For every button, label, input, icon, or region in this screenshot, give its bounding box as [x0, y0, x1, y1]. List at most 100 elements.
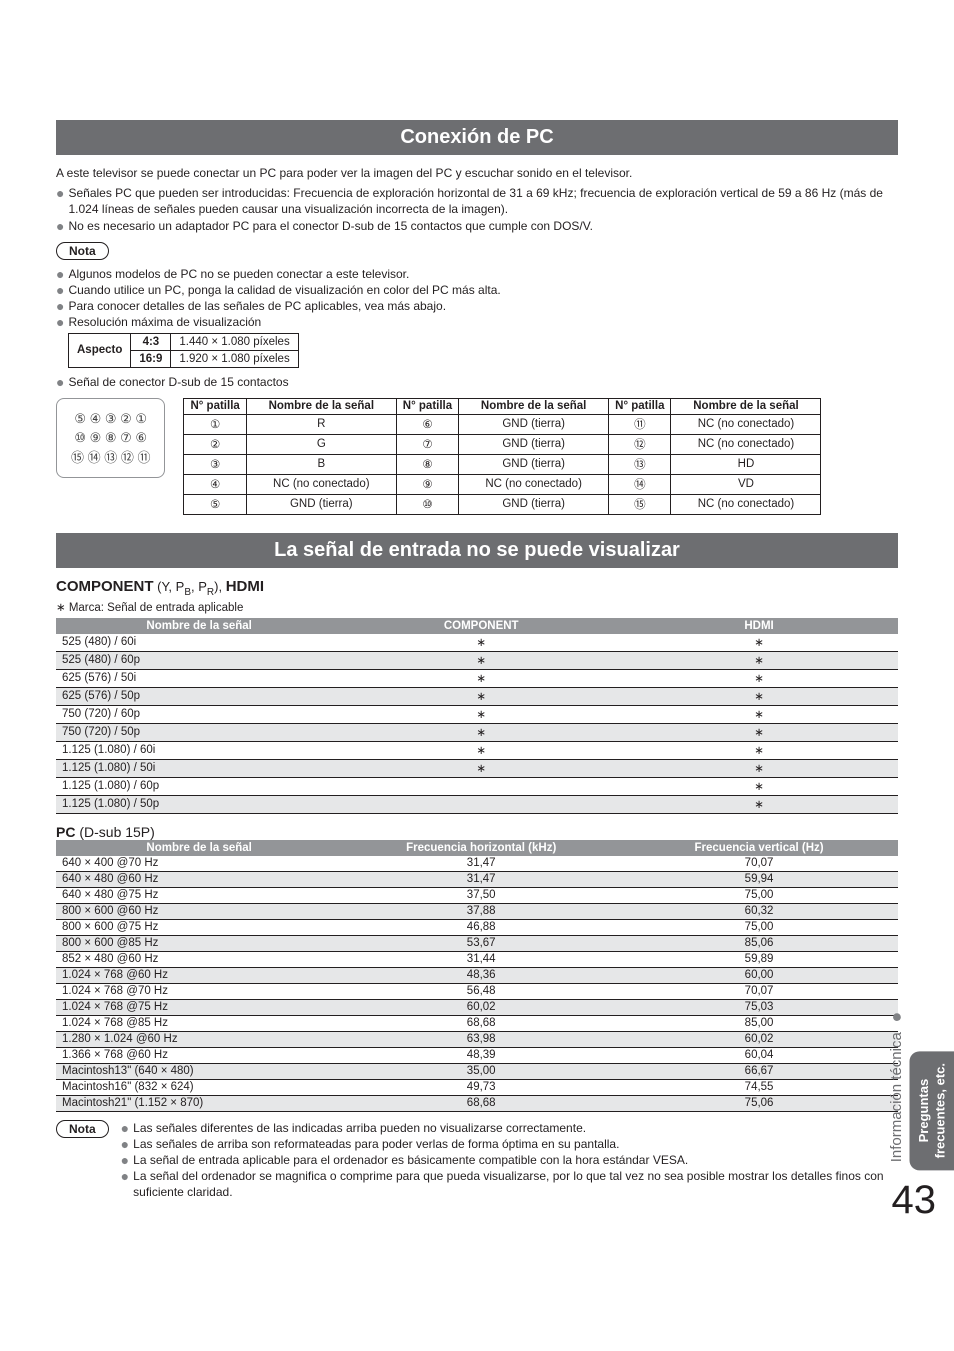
side-tab: Información técnica ● Preguntasfrecuente… — [883, 1000, 954, 1170]
pin-num: ⑨ — [396, 474, 458, 494]
pc-hdr-v: Frecuencia vertical (Hz) — [620, 840, 898, 856]
pc-signal-h: 49,73 — [342, 1079, 620, 1095]
pc-signal-name: 1.366 × 768 @60 Hz — [56, 1047, 342, 1063]
aspect-ratio-169: 16:9 — [131, 350, 171, 367]
signal-hdmi: ∗ — [620, 759, 898, 777]
signal-hdmi: ∗ — [620, 723, 898, 741]
pc-row: 640 × 400 @70 Hz31,4770,07 — [56, 856, 898, 872]
bullet-text: Para conocer detalles de las señales de … — [68, 298, 446, 314]
pin-hdr-name-1: Nombre de la señal — [246, 398, 396, 414]
pc-signal-v: 75,03 — [620, 999, 898, 1015]
pin-row: ②G⑦GND (tierra)⑫NC (no conectado) — [184, 434, 821, 454]
pin-num: ⑭ — [609, 474, 671, 494]
pin-name: R — [246, 414, 396, 434]
pc-signal-v: 70,07 — [620, 983, 898, 999]
signal-comp: ∗ — [342, 651, 620, 669]
pin-name: GND (tierra) — [459, 494, 609, 514]
bullet-text: Las señales diferentes de las indicadas … — [133, 1120, 586, 1136]
signal-comp: ∗ — [342, 759, 620, 777]
bullet-icon: ● — [121, 1168, 129, 1184]
pin-num: ① — [184, 414, 246, 434]
pin-name: NC (no conectado) — [671, 494, 821, 514]
bullet-text: Las señales de arriba son reformateadas … — [133, 1136, 619, 1152]
side-info-text: Información técnica ● — [883, 1000, 910, 1170]
pc-signal-name: Macintosh16" (832 × 624) — [56, 1079, 342, 1095]
pc-signal-h: 48,39 — [342, 1047, 620, 1063]
pin-row: ④NC (no conectado)⑨NC (no conectado)⑭VD — [184, 474, 821, 494]
pin-name: NC (no conectado) — [671, 434, 821, 454]
pc-signal-name: Macintosh13" (640 × 480) — [56, 1063, 342, 1079]
pc-signal-name: 1.024 × 768 @75 Hz — [56, 999, 342, 1015]
signal-row: 525 (480) / 60p∗∗ — [56, 651, 898, 669]
pin-row: ⑤GND (tierra)⑩GND (tierra)⑮NC (no conect… — [184, 494, 821, 514]
connector-row-2: ⑩ ⑨ ⑧ ⑦ ⑥ — [71, 428, 150, 448]
pin-num: ⑤ — [184, 494, 246, 514]
sig-hdr-comp: COMPONENT — [342, 618, 620, 634]
signal-name: 625 (576) / 50p — [56, 687, 342, 705]
page-number: 43 — [892, 1178, 937, 1223]
pc-signal-h: 68,68 — [342, 1095, 620, 1111]
pc-signal-v: 85,06 — [620, 935, 898, 951]
signal-name: 625 (576) / 50i — [56, 669, 342, 687]
pc-signal-v: 75,00 — [620, 919, 898, 935]
bullet-icon: ● — [56, 298, 64, 314]
pc-signal-v: 60,00 — [620, 967, 898, 983]
nota-bullet-0: ●Algunos modelos de PC no se pueden cone… — [56, 266, 898, 282]
pc-signal-name: 1.024 × 768 @60 Hz — [56, 967, 342, 983]
signal-hdmi: ∗ — [620, 705, 898, 723]
signal-comp: ∗ — [342, 723, 620, 741]
pc-signal-v: 60,02 — [620, 1031, 898, 1047]
pin-name: GND (tierra) — [246, 494, 396, 514]
signal-name: 750 (720) / 60p — [56, 705, 342, 723]
bullet-text: Señales PC que pueden ser introducidas: … — [68, 185, 898, 217]
bullet-icon: ● — [121, 1120, 129, 1136]
pc-hdr-h: Frecuencia horizontal (kHz) — [342, 840, 620, 856]
signal-comp: ∗ — [342, 669, 620, 687]
pin-num: ⑪ — [609, 414, 671, 434]
bullet-icon: ● — [56, 266, 64, 282]
pc-signal-h: 63,98 — [342, 1031, 620, 1047]
top-bullet-0: ●Señales PC que pueden ser introducidas:… — [56, 185, 898, 217]
pc-signal-name: 1.024 × 768 @70 Hz — [56, 983, 342, 999]
signal-name: 1.125 (1.080) / 50p — [56, 795, 342, 813]
connector-row-1: ⑤ ④ ③ ② ① — [71, 409, 150, 429]
pin-num: ⑥ — [396, 414, 458, 434]
signal-hdmi: ∗ — [620, 777, 898, 795]
section-heading-no-display: La señal de entrada no se puede visualiz… — [56, 533, 898, 568]
pc-signal-v: 75,00 — [620, 887, 898, 903]
side-faq-tab: Preguntasfrecuentes, etc. — [910, 1051, 954, 1170]
pin-name: VD — [671, 474, 821, 494]
signal-row: 1.125 (1.080) / 50i∗∗ — [56, 759, 898, 777]
pc-signal-v: 74,55 — [620, 1079, 898, 1095]
bottom-nota-bullet-0: ●Las señales diferentes de las indicadas… — [121, 1120, 898, 1136]
pc-signal-v: 59,94 — [620, 871, 898, 887]
pc-signal-h: 46,88 — [342, 919, 620, 935]
pin-hdr-name-2: Nombre de la señal — [459, 398, 609, 414]
signal-name: 525 (480) / 60i — [56, 634, 342, 652]
pin-num: ⑮ — [609, 494, 671, 514]
pin-name: NC (no conectado) — [246, 474, 396, 494]
signal-row: 625 (576) / 50i∗∗ — [56, 669, 898, 687]
pc-signal-name: 1.024 × 768 @85 Hz — [56, 1015, 342, 1031]
bottom-nota-bullet-3: ●La señal del ordenador se magnifica o c… — [121, 1168, 898, 1200]
pc-signal-h: 31,47 — [342, 856, 620, 872]
pc-signal-h: 56,48 — [342, 983, 620, 999]
dsub-bullet-text: Señal de conector D-sub de 15 contactos — [68, 374, 288, 390]
signal-comp — [342, 795, 620, 813]
pc-signal-v: 66,67 — [620, 1063, 898, 1079]
aspect-ratio-43: 4:3 — [131, 333, 171, 350]
signal-row: 1.125 (1.080) / 60p∗ — [56, 777, 898, 795]
pin-name: GND (tierra) — [459, 454, 609, 474]
aspect-res-169: 1.920 × 1.080 píxeles — [171, 350, 298, 367]
bullet-icon: ● — [56, 185, 64, 201]
bullet-icon: ● — [56, 314, 64, 330]
pc-signal-name: 1.280 × 1.024 @60 Hz — [56, 1031, 342, 1047]
signal-name: 750 (720) / 50p — [56, 723, 342, 741]
pin-name: G — [246, 434, 396, 454]
pc-row: 1.366 × 768 @60 Hz48,3960,04 — [56, 1047, 898, 1063]
pc-row: Macintosh16" (832 × 624)49,7374,55 — [56, 1079, 898, 1095]
bullet-text: La señal del ordenador se magnifica o co… — [133, 1168, 898, 1200]
pc-row: 640 × 480 @60 Hz31,4759,94 — [56, 871, 898, 887]
pc-signal-h: 68,68 — [342, 1015, 620, 1031]
pin-row: ①R⑥GND (tierra)⑪NC (no conectado) — [184, 414, 821, 434]
